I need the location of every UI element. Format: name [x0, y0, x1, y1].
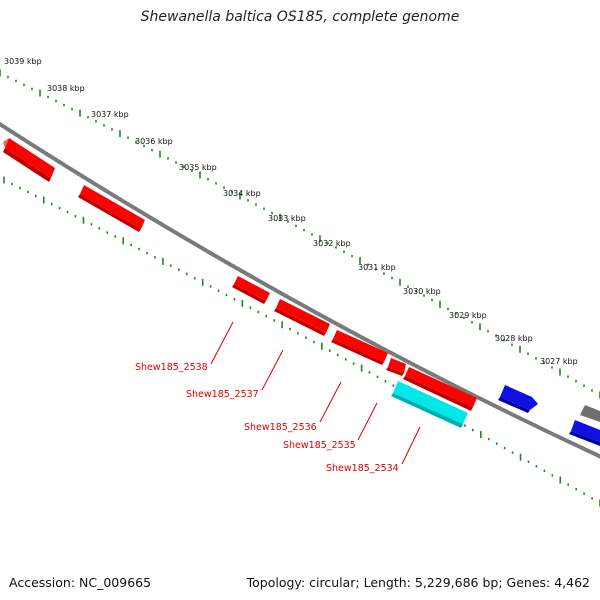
gene-arrow[interactable]	[569, 420, 600, 446]
gene-arrow[interactable]	[580, 405, 600, 422]
gene-arrow[interactable]	[498, 385, 538, 413]
kbp-label: 3037 kbp	[91, 110, 129, 119]
accession-text: Accession: NC_009665	[9, 575, 152, 590]
gene-arrow[interactable]	[331, 330, 388, 365]
kbp-label: 3035 kbp	[179, 163, 217, 172]
gene-arrow[interactable]	[3, 138, 55, 182]
gene-label[interactable]: Shew185_2536	[244, 422, 317, 433]
kbp-label: 3033 kbp	[268, 214, 306, 223]
gene-label[interactable]: Shew185_2535	[283, 440, 356, 451]
gene-label[interactable]: Shew185_2538	[135, 362, 208, 373]
gene-features	[3, 138, 600, 446]
gene-arrow[interactable]	[78, 185, 145, 232]
genome-summary: Topology: circular; Length: 5,229,686 bp…	[246, 575, 590, 590]
kbp-label: 3038 kbp	[47, 84, 85, 93]
kbp-label: 3029 kbp	[449, 311, 487, 320]
kbp-label: 3028 kbp	[495, 334, 533, 343]
gene-arrow[interactable]	[391, 381, 468, 428]
scale-labels: 3039 kbp 3038 kbp 3037 kbp 3036 kbp 3035…	[4, 57, 578, 366]
genome-backbone	[0, 121, 600, 459]
map-title: Shewanella baltica OS185, complete genom…	[140, 9, 460, 25]
gene-labels: Shew185_2538 Shew185_2537 Shew185_2536 S…	[135, 362, 399, 474]
kbp-label: 3032 kbp	[313, 239, 351, 248]
kbp-label: 3030 kbp	[403, 287, 441, 296]
gene-label-lines	[210, 321, 421, 465]
gene-arrow[interactable]	[232, 276, 270, 304]
gene-arrow[interactable]	[386, 358, 406, 376]
kbp-label: 3027 kbp	[540, 357, 578, 366]
kbp-label: 3031 kbp	[358, 263, 396, 272]
gene-arrow[interactable]	[274, 299, 330, 336]
scale-ticks	[0, 69, 600, 507]
kbp-label: 3034 kbp	[223, 189, 261, 198]
gene-label[interactable]: Shew185_2534	[326, 463, 399, 474]
kbp-label: 3039 kbp	[4, 57, 42, 66]
gene-label[interactable]: Shew185_2537	[186, 389, 259, 400]
kbp-label: 3036 kbp	[135, 137, 173, 146]
gene-arrow[interactable]	[403, 367, 477, 411]
